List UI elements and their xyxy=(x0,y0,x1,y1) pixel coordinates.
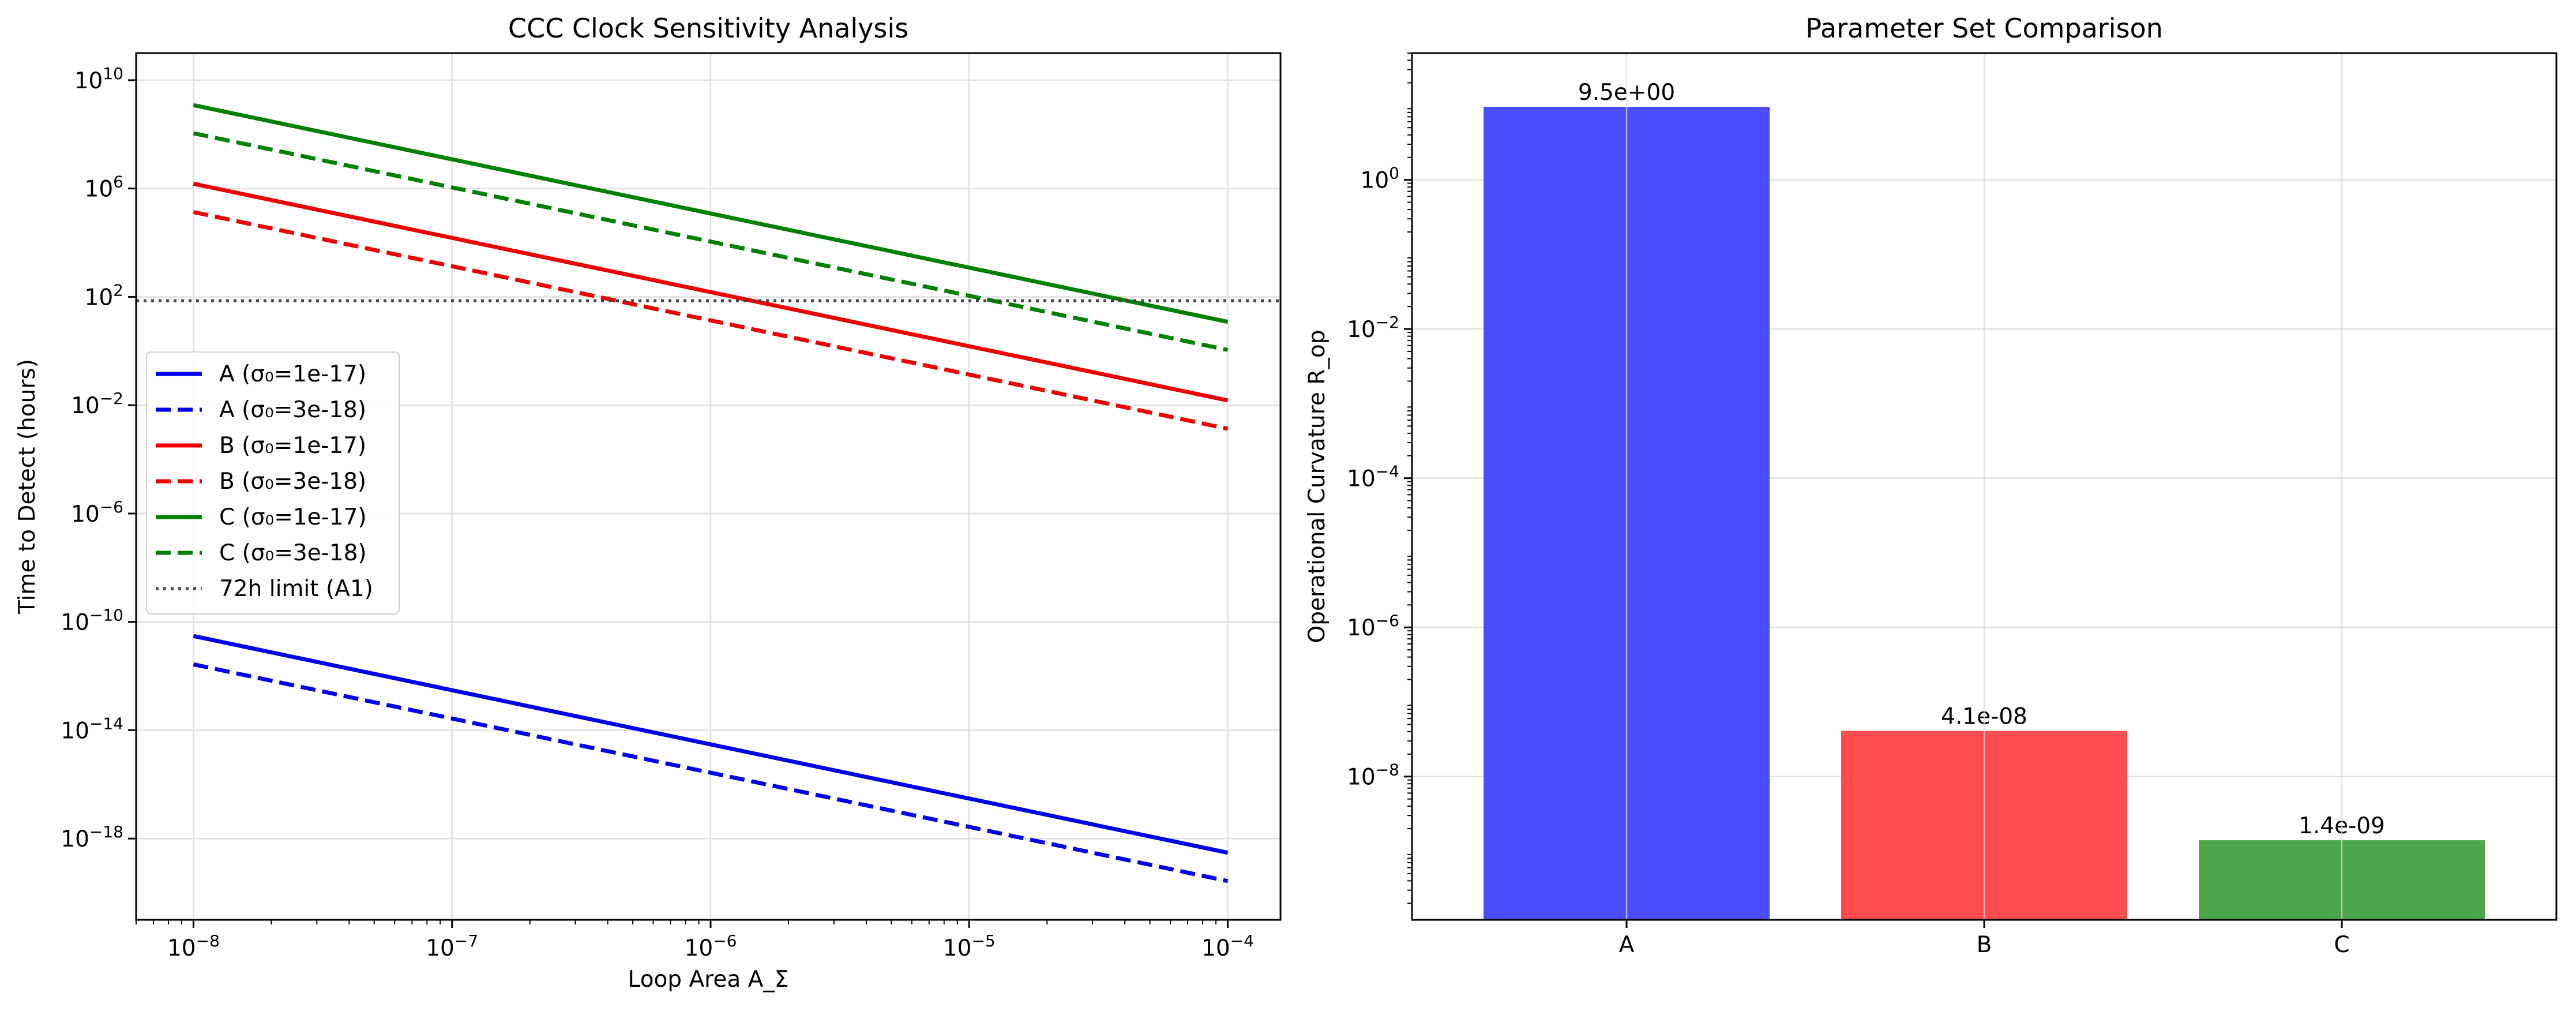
right-chart-title: Parameter Set Comparison xyxy=(1805,13,2163,44)
right-x-tick-label: C xyxy=(2334,932,2349,958)
right-chart-panel: 9.5e+004.1e-081.4e-09 10010−210−410−610−… xyxy=(1304,13,2558,958)
right-grid-overlay xyxy=(1625,53,2343,920)
left-y-tick-label: 10−6 xyxy=(71,497,123,527)
right-x-tick-label: B xyxy=(1977,932,1992,958)
left-tick-layer: 10−8 10−7 10−6 10−5 10−4 1010 106 102 10−2 10−6 10… xyxy=(61,64,1254,961)
left-y-tick-label: 1010 xyxy=(74,64,123,94)
left-x-tick-label: 10−6 xyxy=(685,931,737,961)
right-y-tick-label: 10−4 xyxy=(1347,462,1399,492)
right-y-tick-label: 10−6 xyxy=(1347,611,1399,641)
left-y-tick-label: 106 xyxy=(85,173,123,203)
left-x-axis-label: Loop Area A_Σ xyxy=(628,967,789,993)
left-legend-label: C (σ₀=3e-18) xyxy=(219,540,367,566)
left-axes-frame xyxy=(135,52,1282,921)
left-y-axis-label: Time to Detect (hours) xyxy=(14,359,40,615)
left-series-line-3 xyxy=(193,210,1229,431)
left-chart-title: CCC Clock Sensitivity Analysis xyxy=(508,13,908,44)
left-y-tick-label: 10−18 xyxy=(61,822,123,852)
right-y-tick-label: 10−8 xyxy=(1347,761,1399,791)
left-legend-label: C (σ₀=1e-17) xyxy=(219,504,367,530)
left-series-line-1 xyxy=(193,662,1229,883)
left-legend: A (σ₀=1e-17) A (σ₀=3e-18) B (σ₀=1e-17) B (σ… xyxy=(146,351,400,615)
right-y-tick-label: 10−2 xyxy=(1347,313,1399,343)
left-y-tick-label: 10−2 xyxy=(71,389,123,419)
left-y-tick-label: 102 xyxy=(85,280,123,310)
left-series-line-0 xyxy=(193,634,1229,855)
left-legend-box xyxy=(146,351,400,615)
left-x-tick-label: 10−5 xyxy=(943,931,996,961)
left-y-tick-label: 10−10 xyxy=(61,606,123,636)
right-tick-layer: 100 10−2 10−4 10−6 10−8 A B C xyxy=(1347,53,2350,958)
left-x-tick-label: 10−7 xyxy=(426,931,478,961)
left-x-tick-label: 10−8 xyxy=(167,931,220,961)
left-chart-panel: 10−8 10−7 10−6 10−5 10−4 1010 106 102 10−2 10−6 10… xyxy=(14,13,1282,993)
left-series-line-5 xyxy=(193,131,1229,352)
left-legend-label: B (σ₀=1e-17) xyxy=(219,433,366,459)
left-series-line-2 xyxy=(193,181,1229,403)
right-x-tick-label: A xyxy=(1619,932,1635,958)
left-x-tick-label: 10−4 xyxy=(1201,931,1254,961)
left-legend-label: A (σ₀=3e-18) xyxy=(219,397,366,423)
left-legend-label: 72h limit (A1) xyxy=(219,576,373,602)
left-series-layer xyxy=(136,103,1281,883)
left-legend-label: A (σ₀=1e-17) xyxy=(219,361,366,387)
left-series-line-4 xyxy=(193,103,1229,324)
right-y-tick-label: 100 xyxy=(1361,164,1399,194)
left-legend-label: B (σ₀=3e-18) xyxy=(219,469,366,495)
right-y-axis-label: Operational Curvature R_op xyxy=(1304,330,1330,643)
left-y-tick-label: 10−14 xyxy=(61,714,123,744)
